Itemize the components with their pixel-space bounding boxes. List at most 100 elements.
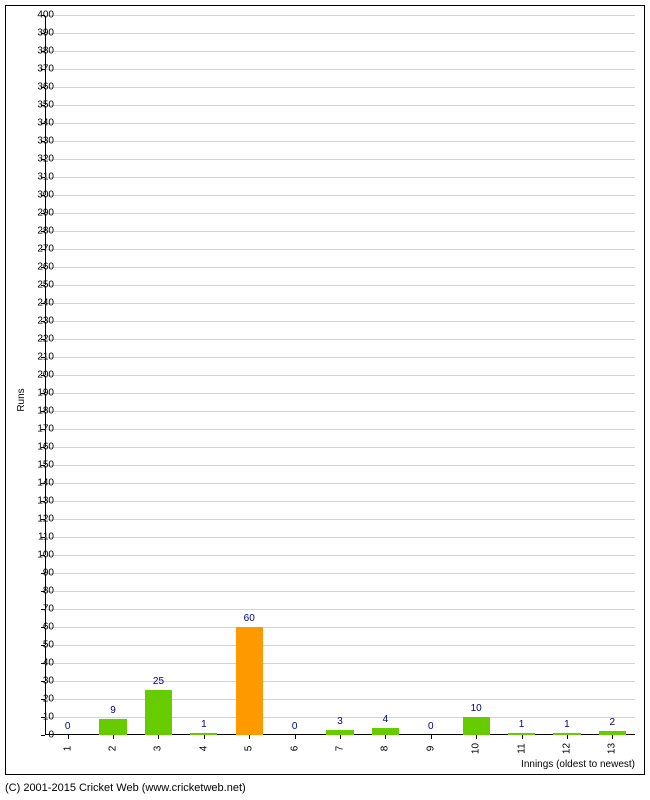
chart-container: 019225314605063748091010111112213 Runs I… xyxy=(0,0,650,800)
plot-area: 019225314605063748091010111112213 xyxy=(45,15,635,735)
y-tick-label: 290 xyxy=(14,208,54,219)
bar-value-label: 0 xyxy=(65,721,71,732)
bar-value-label: 0 xyxy=(428,721,434,732)
bar-value-label: 3 xyxy=(337,716,343,727)
bar-value-label: 0 xyxy=(292,721,298,732)
grid-line xyxy=(45,51,635,52)
x-axis-title: Innings (oldest to newest) xyxy=(521,759,635,770)
grid-line xyxy=(45,537,635,538)
bar xyxy=(145,690,172,735)
grid-line xyxy=(45,411,635,412)
x-tick-label: 8 xyxy=(380,739,391,759)
bar-value-label: 1 xyxy=(201,719,207,730)
grid-line xyxy=(45,231,635,232)
y-tick-label: 120 xyxy=(14,514,54,525)
grid-line xyxy=(45,429,635,430)
grid-line xyxy=(45,87,635,88)
x-tick-label: 9 xyxy=(425,739,436,759)
y-tick-label: 160 xyxy=(14,442,54,453)
grid-line xyxy=(45,303,635,304)
y-tick-label: 20 xyxy=(14,694,54,705)
y-tick-label: 80 xyxy=(14,586,54,597)
bar-value-label: 1 xyxy=(564,719,570,730)
bar-value-label: 1 xyxy=(519,719,525,730)
y-tick-label: 190 xyxy=(14,388,54,399)
bar-value-label: 60 xyxy=(244,613,255,624)
x-tick-label: 11 xyxy=(516,739,527,759)
grid-line xyxy=(45,141,635,142)
y-tick-label: 40 xyxy=(14,658,54,669)
y-tick-label: 180 xyxy=(14,406,54,417)
grid-line xyxy=(45,609,635,610)
grid-line xyxy=(45,339,635,340)
y-tick-label: 370 xyxy=(14,64,54,75)
grid-line xyxy=(45,195,635,196)
grid-line xyxy=(45,519,635,520)
grid-line xyxy=(45,321,635,322)
y-tick-label: 230 xyxy=(14,316,54,327)
grid-line xyxy=(45,375,635,376)
grid-line xyxy=(45,33,635,34)
y-tick-label: 210 xyxy=(14,352,54,363)
y-tick-label: 390 xyxy=(14,28,54,39)
grid-line xyxy=(45,681,635,682)
grid-line xyxy=(45,159,635,160)
grid-line xyxy=(45,627,635,628)
y-tick-label: 400 xyxy=(14,10,54,21)
x-tick-label: 4 xyxy=(198,739,209,759)
y-tick-label: 50 xyxy=(14,640,54,651)
grid-line xyxy=(45,645,635,646)
y-tick-label: 240 xyxy=(14,298,54,309)
bar-value-label: 10 xyxy=(471,703,482,714)
y-tick-label: 250 xyxy=(14,280,54,291)
x-tick-label: 7 xyxy=(335,739,346,759)
grid-line xyxy=(45,285,635,286)
y-tick-label: 90 xyxy=(14,568,54,579)
x-tick-label: 5 xyxy=(244,739,255,759)
y-tick-label: 330 xyxy=(14,136,54,147)
grid-line xyxy=(45,483,635,484)
bar xyxy=(236,627,263,735)
y-tick-label: 260 xyxy=(14,262,54,273)
x-tick-label: 12 xyxy=(561,739,572,759)
bar-value-label: 25 xyxy=(153,676,164,687)
bar xyxy=(463,717,490,735)
y-tick-label: 300 xyxy=(14,190,54,201)
grid-line xyxy=(45,267,635,268)
y-tick-label: 200 xyxy=(14,370,54,381)
y-tick-label: 100 xyxy=(14,550,54,561)
grid-line xyxy=(45,213,635,214)
bar-value-label: 9 xyxy=(110,705,116,716)
y-tick-label: 130 xyxy=(14,496,54,507)
grid-line xyxy=(45,69,635,70)
y-tick-label: 360 xyxy=(14,82,54,93)
y-tick-label: 270 xyxy=(14,244,54,255)
y-tick-label: 280 xyxy=(14,226,54,237)
grid-line xyxy=(45,177,635,178)
grid-line xyxy=(45,123,635,124)
y-tick-label: 140 xyxy=(14,478,54,489)
y-tick-label: 0 xyxy=(14,730,54,741)
bar-value-label: 2 xyxy=(610,717,616,728)
y-tick-label: 60 xyxy=(14,622,54,633)
bar-value-label: 4 xyxy=(383,714,389,725)
grid-line xyxy=(45,591,635,592)
grid-line xyxy=(45,699,635,700)
grid-line xyxy=(45,555,635,556)
grid-line xyxy=(45,357,635,358)
y-tick-label: 110 xyxy=(14,532,54,543)
grid-line xyxy=(45,249,635,250)
grid-line xyxy=(45,15,635,16)
y-tick-label: 170 xyxy=(14,424,54,435)
copyright-text: (C) 2001-2015 Cricket Web (www.cricketwe… xyxy=(5,782,246,794)
grid-line xyxy=(45,465,635,466)
grid-line xyxy=(45,501,635,502)
grid-line xyxy=(45,447,635,448)
y-tick-label: 150 xyxy=(14,460,54,471)
y-tick-label: 320 xyxy=(14,154,54,165)
bar xyxy=(372,728,399,735)
y-tick-label: 220 xyxy=(14,334,54,345)
y-tick-label: 380 xyxy=(14,46,54,57)
x-tick-label: 6 xyxy=(289,739,300,759)
grid-line xyxy=(45,393,635,394)
